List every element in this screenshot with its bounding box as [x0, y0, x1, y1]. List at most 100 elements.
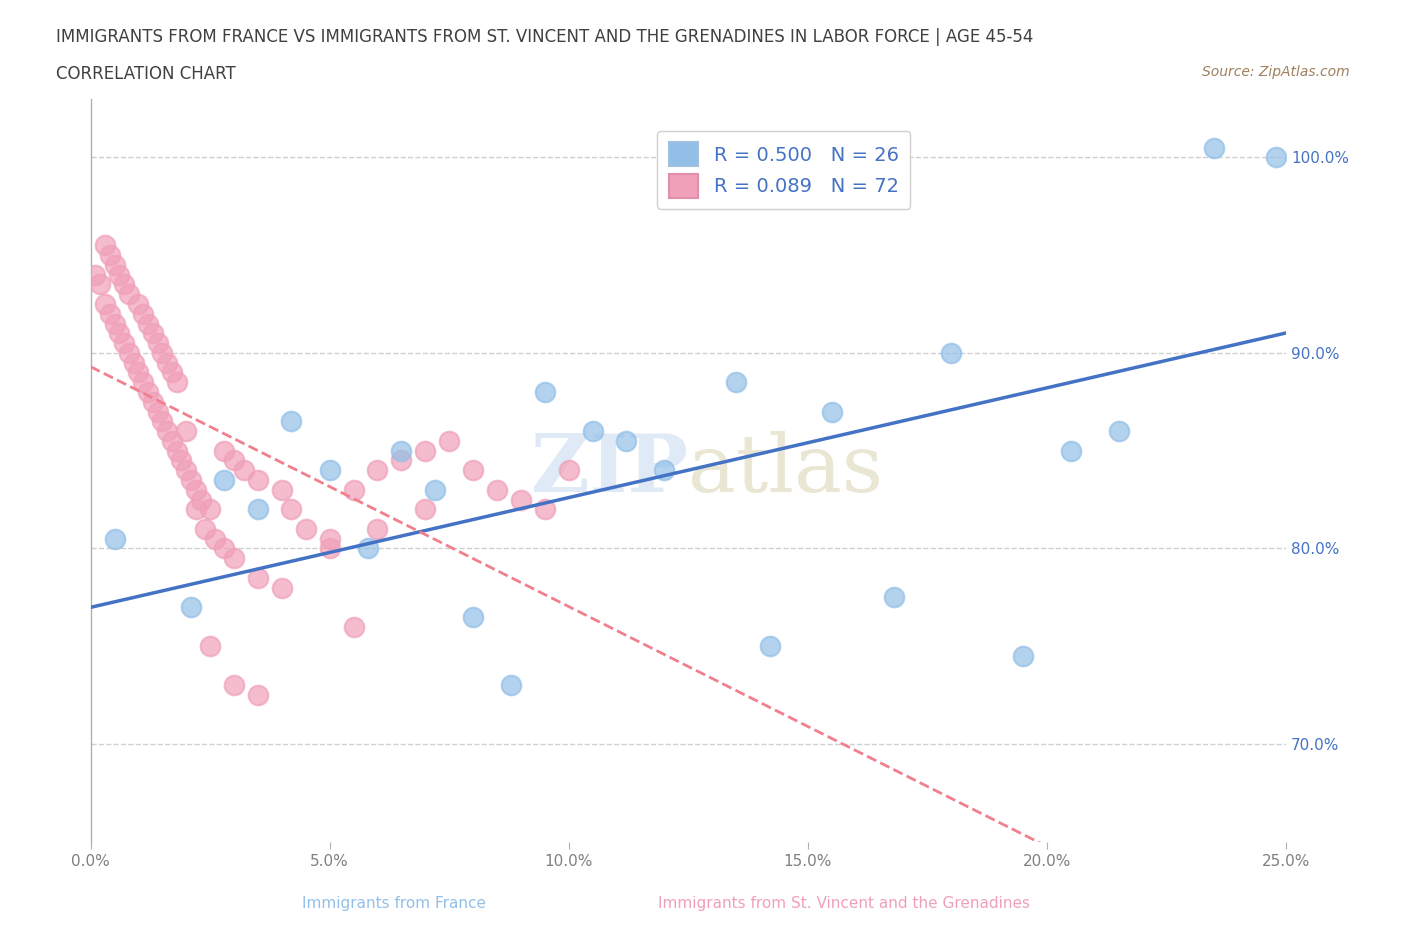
- Text: Immigrants from St. Vincent and the Grenadines: Immigrants from St. Vincent and the Gren…: [658, 897, 1029, 911]
- Point: [463, 463, 485, 478]
- Point: [198, 639, 221, 654]
- Point: [160, 365, 183, 379]
- Point: [103, 531, 125, 546]
- Point: [280, 414, 302, 429]
- Point: [246, 687, 269, 702]
- Point: [342, 619, 364, 634]
- Point: [98, 247, 121, 262]
- Legend: R = 0.500   N = 26, R = 0.089   N = 72: R = 0.500 N = 26, R = 0.089 N = 72: [658, 131, 911, 209]
- Text: atlas: atlas: [689, 432, 883, 510]
- Point: [1265, 150, 1288, 165]
- Point: [246, 570, 269, 585]
- Point: [204, 531, 226, 546]
- Point: [156, 355, 179, 370]
- Point: [184, 502, 207, 517]
- Point: [534, 502, 557, 517]
- Point: [318, 531, 340, 546]
- Point: [198, 502, 221, 517]
- Point: [413, 502, 436, 517]
- Text: ZIP: ZIP: [531, 432, 689, 510]
- Point: [112, 336, 135, 351]
- Point: [127, 365, 149, 379]
- Point: [222, 551, 245, 565]
- Point: [127, 297, 149, 312]
- Point: [122, 355, 145, 370]
- Text: IMMIGRANTS FROM FRANCE VS IMMIGRANTS FROM ST. VINCENT AND THE GRENADINES IN LABO: IMMIGRANTS FROM FRANCE VS IMMIGRANTS FRO…: [56, 28, 1033, 46]
- Point: [180, 472, 202, 487]
- Point: [94, 297, 117, 312]
- Text: Source: ZipAtlas.com: Source: ZipAtlas.com: [1202, 65, 1350, 79]
- Point: [156, 424, 179, 439]
- Point: [170, 453, 193, 468]
- Point: [1204, 140, 1226, 155]
- Point: [112, 277, 135, 292]
- Point: [246, 472, 269, 487]
- Point: [89, 277, 111, 292]
- Point: [270, 483, 292, 498]
- Point: [150, 414, 173, 429]
- Point: [246, 502, 269, 517]
- Point: [280, 502, 302, 517]
- Point: [389, 444, 412, 458]
- Point: [180, 600, 202, 615]
- Text: CORRELATION CHART: CORRELATION CHART: [56, 65, 236, 83]
- Point: [214, 541, 236, 556]
- Point: [166, 375, 188, 390]
- Point: [614, 433, 637, 448]
- Point: [184, 483, 207, 498]
- Point: [174, 424, 197, 439]
- Point: [174, 463, 197, 478]
- Point: [166, 444, 188, 458]
- Point: [132, 306, 155, 321]
- Point: [108, 267, 131, 282]
- Point: [423, 483, 446, 498]
- Point: [318, 463, 340, 478]
- Point: [758, 639, 780, 654]
- Point: [1012, 648, 1035, 663]
- Point: [941, 345, 963, 360]
- Point: [534, 384, 557, 399]
- Point: [725, 375, 748, 390]
- Point: [98, 306, 121, 321]
- Point: [486, 483, 509, 498]
- Point: [389, 453, 412, 468]
- Point: [510, 492, 533, 507]
- Point: [821, 405, 844, 419]
- Point: [103, 316, 125, 331]
- Point: [150, 345, 173, 360]
- Point: [132, 375, 155, 390]
- Point: [439, 433, 461, 448]
- Point: [118, 345, 141, 360]
- Point: [103, 258, 125, 272]
- Point: [136, 854, 159, 869]
- Text: Immigrants from France: Immigrants from France: [302, 897, 485, 911]
- Point: [357, 541, 380, 556]
- Point: [413, 444, 436, 458]
- Point: [318, 541, 340, 556]
- Point: [84, 267, 107, 282]
- Point: [366, 463, 388, 478]
- Point: [558, 463, 581, 478]
- Point: [190, 492, 212, 507]
- Point: [366, 522, 388, 537]
- Point: [160, 433, 183, 448]
- Point: [501, 678, 523, 693]
- Point: [222, 678, 245, 693]
- Point: [136, 384, 159, 399]
- Point: [232, 463, 254, 478]
- Point: [883, 590, 905, 604]
- Point: [146, 336, 169, 351]
- Point: [654, 463, 676, 478]
- Point: [194, 522, 217, 537]
- Point: [270, 580, 292, 595]
- Point: [463, 609, 485, 624]
- Point: [142, 326, 165, 340]
- Point: [146, 405, 169, 419]
- Point: [214, 444, 236, 458]
- Point: [214, 472, 236, 487]
- Point: [1060, 444, 1083, 458]
- Point: [142, 394, 165, 409]
- Point: [94, 238, 117, 253]
- Point: [294, 522, 316, 537]
- Point: [1108, 424, 1130, 439]
